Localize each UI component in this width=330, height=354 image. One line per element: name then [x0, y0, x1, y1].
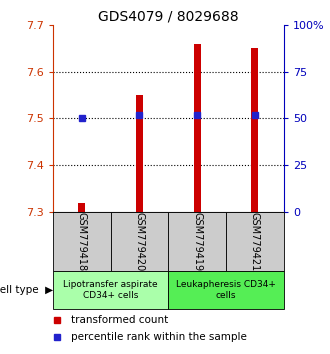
Bar — [251, 48, 258, 212]
Text: transformed count: transformed count — [71, 314, 169, 325]
Text: GSM779421: GSM779421 — [250, 212, 260, 271]
Title: GDS4079 / 8029688: GDS4079 / 8029688 — [98, 10, 239, 24]
Bar — [168, 271, 284, 309]
Bar — [168, 212, 226, 271]
Bar — [226, 212, 284, 271]
Bar — [136, 95, 143, 212]
Bar — [78, 203, 85, 212]
Bar — [111, 212, 168, 271]
Text: Lipotransfer aspirate
CD34+ cells: Lipotransfer aspirate CD34+ cells — [63, 280, 158, 299]
Text: cell type  ▶: cell type ▶ — [0, 285, 53, 295]
Text: GSM779419: GSM779419 — [192, 212, 202, 271]
Bar — [194, 44, 201, 212]
Bar — [53, 271, 168, 309]
Text: Leukapheresis CD34+
cells: Leukapheresis CD34+ cells — [176, 280, 276, 299]
Text: GSM779418: GSM779418 — [77, 212, 87, 271]
Bar — [53, 212, 111, 271]
Text: GSM779420: GSM779420 — [134, 212, 145, 271]
Text: percentile rank within the sample: percentile rank within the sample — [71, 332, 247, 342]
